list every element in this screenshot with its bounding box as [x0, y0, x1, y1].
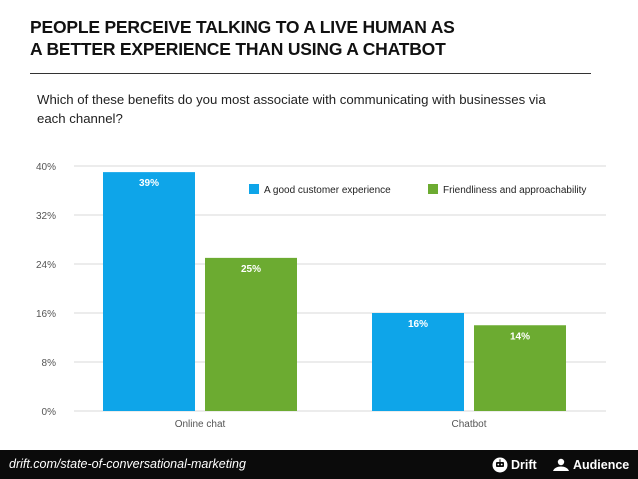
footer-bar: drift.com/state-of-conversational-market… — [0, 450, 638, 479]
y-tick-label: 40% — [36, 162, 56, 173]
title-line-1: PEOPLE PERCEIVE TALKING TO A LIVE HUMAN … — [30, 17, 455, 37]
x-category-label: Online chat — [175, 419, 226, 430]
survey-question: Which of these benefits do you most asso… — [37, 92, 546, 126]
legend-label: Friendliness and approachability — [443, 185, 586, 196]
drift-logo-text: Drift — [511, 458, 537, 472]
title-divider — [30, 73, 591, 74]
audience-logo-icon — [553, 458, 569, 471]
data-label: 16% — [408, 319, 428, 330]
bar-chart: 0% 8% 16% 24% 32% 40% 39% 25% Online chat 16% 14% C… — [36, 162, 606, 430]
audience-logo: Audience — [552, 456, 629, 474]
bar — [372, 313, 464, 411]
y-tick-label: 32% — [36, 211, 56, 222]
legend-swatch — [249, 184, 259, 194]
bar — [205, 257, 297, 411]
bar — [474, 325, 566, 411]
y-tick-label: 24% — [36, 260, 56, 271]
y-tick-label: 0% — [42, 407, 57, 418]
legend-label: A good customer experience — [264, 185, 391, 196]
bar — [103, 172, 195, 411]
drift-logo-icon — [492, 457, 508, 473]
legend-swatch — [428, 184, 438, 194]
audience-logo-text: Audience — [573, 458, 630, 472]
title-line-2: A BETTER EXPERIENCE THAN USING A CHATBOT — [30, 39, 446, 59]
drift-logo: Drift — [492, 456, 537, 474]
y-tick-label: 16% — [36, 309, 56, 320]
data-label: 25% — [241, 264, 261, 275]
data-label: 14% — [510, 331, 530, 342]
source-link[interactable]: drift.com/state-of-conversational-market… — [9, 457, 246, 471]
x-category-label: Chatbot — [451, 419, 486, 430]
chart-title: PEOPLE PERCEIVE TALKING TO A LIVE HUMAN … — [30, 16, 610, 60]
data-label: 39% — [139, 178, 159, 189]
y-tick-label: 8% — [42, 358, 57, 369]
